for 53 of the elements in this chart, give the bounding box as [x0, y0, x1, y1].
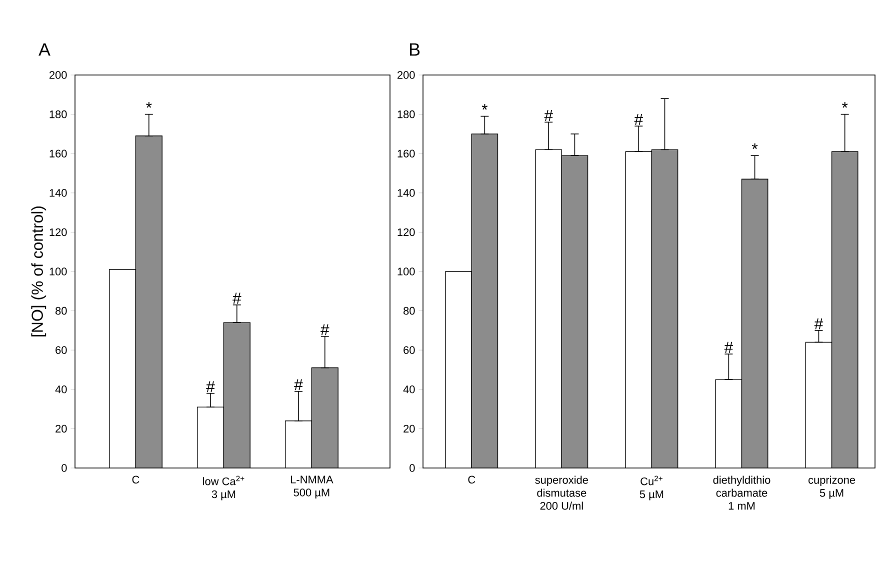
- y-axis-title: [NO] (% of control): [31, 206, 46, 336]
- y-tick-label: 0: [410, 464, 415, 472]
- y-tick-label: 160: [50, 150, 67, 158]
- annotation: *: [146, 102, 152, 108]
- bar: [223, 322, 250, 468]
- y-tick-label: 120: [50, 228, 67, 236]
- y-tick-label: 40: [403, 386, 415, 394]
- category-label: low Ca$^{2+}$ 3 µM: [203, 476, 244, 500]
- y-tick-label: 20: [404, 424, 415, 433]
- annotation: *: [482, 104, 488, 110]
- annotation: *: [842, 102, 848, 108]
- y-tick-label: 160: [398, 150, 415, 158]
- annotation: #: [814, 318, 824, 330]
- annotation: #: [544, 110, 553, 121]
- y-tick-label: 180: [50, 110, 67, 118]
- x-tick-label: C: [132, 476, 140, 484]
- y-tick-label: 60: [56, 346, 67, 354]
- x-tick-label: C: [468, 476, 476, 484]
- annotation: #: [320, 324, 330, 336]
- y-tick-label: 40: [55, 386, 67, 394]
- x-tick-label: L-NMMA 500 µM: [290, 476, 334, 499]
- y-tick-label: 140: [50, 189, 67, 197]
- y-tick-label: 20: [56, 424, 67, 433]
- y-tick-label: 100: [398, 268, 415, 276]
- y-tick-label: 200: [397, 71, 415, 79]
- bar: [651, 149, 678, 468]
- y-tick-label: 120: [398, 228, 415, 236]
- y-tick-label: 80: [404, 306, 415, 315]
- bar: [471, 134, 498, 468]
- chart-title: B: [410, 43, 420, 56]
- annotation: #: [232, 292, 242, 304]
- x-tick-label: cuprizone 5 µM: [808, 476, 856, 499]
- bar: [135, 136, 162, 468]
- bar: [831, 151, 858, 468]
- chart-title: A: [38, 43, 50, 56]
- bar: [741, 178, 768, 468]
- y-tick-label: 200: [49, 71, 67, 79]
- annotation: #: [206, 381, 215, 392]
- y-tick-label: 140: [398, 189, 415, 197]
- y-tick-label: 180: [398, 110, 415, 118]
- y-tick-label: 0: [62, 464, 67, 472]
- bar: [561, 155, 588, 468]
- x-tick-label: diethyldithio carbamate 1 mM: [713, 476, 770, 510]
- annotation: #: [634, 114, 643, 125]
- annotation: *: [752, 143, 758, 149]
- bar: [311, 367, 338, 468]
- y-tick-label: 100: [50, 268, 67, 276]
- y-tick-label: 60: [404, 346, 415, 354]
- annotation: #: [294, 379, 303, 390]
- x-tick-label: superoxide dismutase 200 U/ml: [535, 476, 588, 510]
- annotation: #: [724, 342, 734, 353]
- category-label: Cu$^{2+}$ 5 µM: [640, 476, 664, 500]
- y-tick-label: 80: [56, 306, 67, 315]
